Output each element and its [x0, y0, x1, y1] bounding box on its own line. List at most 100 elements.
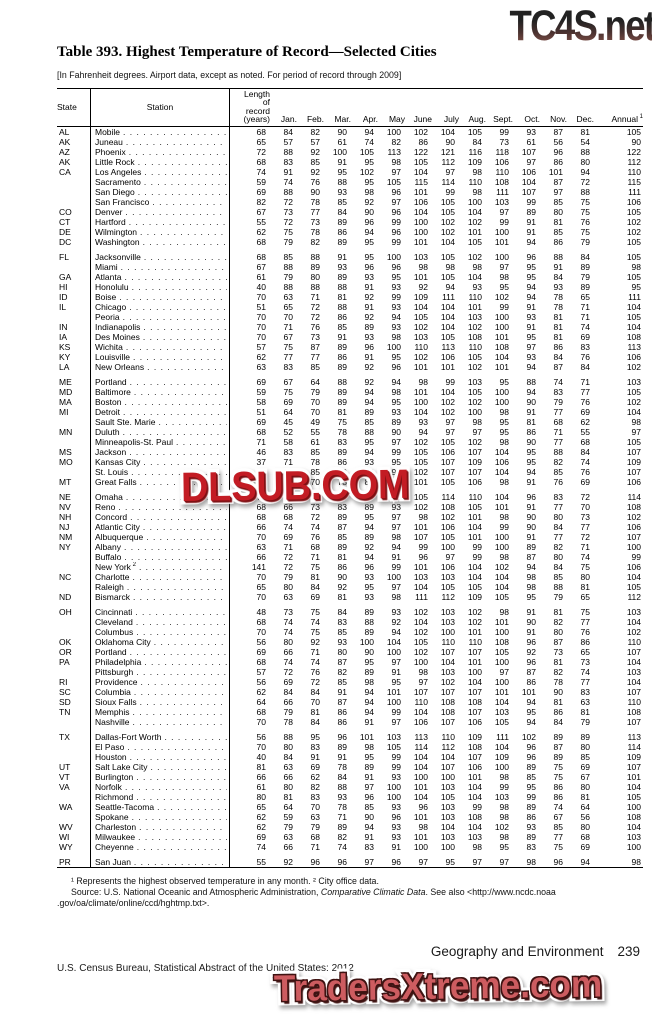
value-cell: 94: [364, 446, 374, 457]
value-cell: 89: [526, 541, 536, 552]
station-cell: Richmond: [90, 791, 230, 802]
years-cell: 66: [229, 551, 270, 562]
station-cell: San Francisco: [90, 196, 230, 207]
value-cell: 81: [580, 706, 590, 717]
value-cell: 93: [526, 311, 536, 322]
years-cell: 70: [229, 331, 270, 342]
value-cell: 103: [440, 606, 455, 617]
value-cell: 92: [337, 581, 347, 592]
value-cell: 95: [364, 436, 374, 447]
value-cell: 107: [467, 686, 482, 697]
value-cell: 86: [337, 706, 347, 717]
value-cell: 85: [337, 626, 347, 637]
value-cell: 64: [283, 801, 293, 812]
col-header-month: Mar.: [324, 88, 351, 127]
value-cell: 96: [364, 791, 374, 802]
table-row: ND Bismarck 70 63 69 81 93 98 111 112 109 105 95 79 65…: [57, 591, 643, 602]
value-cell: 74: [283, 656, 293, 667]
value-cell: 103: [467, 376, 482, 387]
value-cell: 104: [413, 301, 428, 312]
station-flex: Milwaukee: [95, 832, 227, 842]
station-cell: Great Falls: [90, 476, 230, 487]
value-cell: 69: [283, 531, 293, 542]
col-header-annual: Annual 1: [594, 88, 643, 127]
value-cell: 98: [499, 811, 509, 822]
station-cell: Wilmington: [90, 226, 230, 237]
station-name: Charleston: [95, 821, 137, 832]
value-cell: 67: [283, 476, 293, 487]
value-cell: 96: [364, 261, 374, 272]
value-cell: 89: [364, 501, 374, 512]
value-cell: 69: [283, 396, 293, 407]
value-cell: 88: [553, 581, 563, 592]
station-flex: Honolulu: [95, 282, 227, 292]
years-cell: 68: [229, 251, 270, 262]
value-cell: 85: [337, 676, 347, 687]
value-cell: 101: [440, 361, 455, 372]
value-cell: 74: [580, 666, 590, 677]
table-row: AL Mobile 68 84 82 90 94 100 102 104 105 99 93 87 81 10…: [57, 126, 643, 137]
table-row: NV Reno 68 66 73 83 89 93 102 108 105 101 91 77 70 108: [57, 501, 643, 512]
station-name: Milwaukee: [95, 831, 136, 842]
value-cell: 98: [472, 841, 482, 852]
value-cell: 94: [445, 281, 455, 292]
value-cell: 79: [283, 271, 293, 282]
station-flex: Sault Ste. Marie: [95, 417, 227, 427]
value-cell: 105: [413, 636, 428, 647]
table-row: Sault Ste. Marie 69 45 49 75 85 89 93 97 98 95 81 68…: [57, 416, 643, 427]
station-name: Minneapolis-St. Paul: [95, 436, 173, 447]
station-name: Raleigh: [95, 581, 124, 592]
station-flex: Boston: [95, 397, 227, 407]
station-name: Bismarck: [95, 591, 130, 602]
value-cell: 74: [553, 376, 563, 387]
value-cell: 84: [283, 686, 293, 697]
table-row: ME Portland 69 67 64 88 92 94 98 99 103 95 88 74 71 103: [57, 376, 643, 387]
value-cell: 71: [310, 841, 320, 852]
table-row: Pittsburgh 57 72 76 82 89 91 98 103 100 97 87 82 74 10…: [57, 666, 643, 677]
value-cell: 100: [440, 841, 455, 852]
station-cell: Charlotte: [90, 571, 230, 582]
value-cell: 104: [494, 491, 509, 502]
value-cell: 86: [337, 456, 347, 467]
value-cell: 91: [526, 226, 536, 237]
value-cell: 63: [310, 811, 320, 822]
value-cell: 89: [337, 466, 347, 477]
leader-dots: [133, 717, 228, 727]
station-name: Miami: [95, 261, 118, 272]
annual-cell: 111: [628, 291, 641, 302]
header-row: State Station Length of record (years) Jan. Feb…: [57, 88, 643, 127]
station-name: Wilmington: [95, 226, 138, 237]
leader-dots: [138, 157, 227, 167]
value-cell: 75: [283, 386, 293, 397]
annual-cell: 105: [626, 581, 641, 592]
value-cell: 93: [337, 186, 347, 197]
value-cell: 109: [467, 456, 482, 467]
value-cell: 106: [440, 351, 455, 362]
leader-dots: [137, 842, 227, 852]
table-row: WY Cheyenne 74 66 71 74 83 91 100 100 98 95 83 75 69 10…: [57, 841, 643, 852]
station-cell: New Orleans: [90, 361, 230, 372]
annual-cell: 108: [626, 501, 641, 512]
value-cell: 102: [467, 216, 482, 227]
value-cell: 106: [494, 156, 509, 167]
spacer-cell: [229, 851, 270, 857]
value-cell: 97: [391, 716, 401, 727]
value-cell: 89: [553, 731, 563, 742]
annual-cell: 98: [594, 856, 643, 868]
leader-dots: [140, 227, 227, 237]
value-cell: 114: [441, 176, 455, 187]
value-cell: 91: [526, 406, 536, 417]
table-row: MT Great Falls 72 67 70 78 89 93 101 105 106 98 91 76…: [57, 476, 643, 487]
station-name: Kansas City: [95, 456, 141, 467]
value-cell: 100: [467, 406, 482, 417]
value-cell: 103: [494, 196, 509, 207]
station-flex: Cheyenne: [95, 842, 227, 852]
value-cell: 102: [494, 821, 509, 832]
annual-cell: 102: [626, 226, 641, 237]
value-cell: 96: [391, 206, 401, 217]
value-cell: 85: [310, 156, 320, 167]
station-name: Albuquerque: [95, 531, 144, 542]
station-flex: Phoenix: [95, 147, 227, 157]
value-cell: 68: [553, 416, 563, 427]
value-cell: 110: [468, 176, 482, 187]
